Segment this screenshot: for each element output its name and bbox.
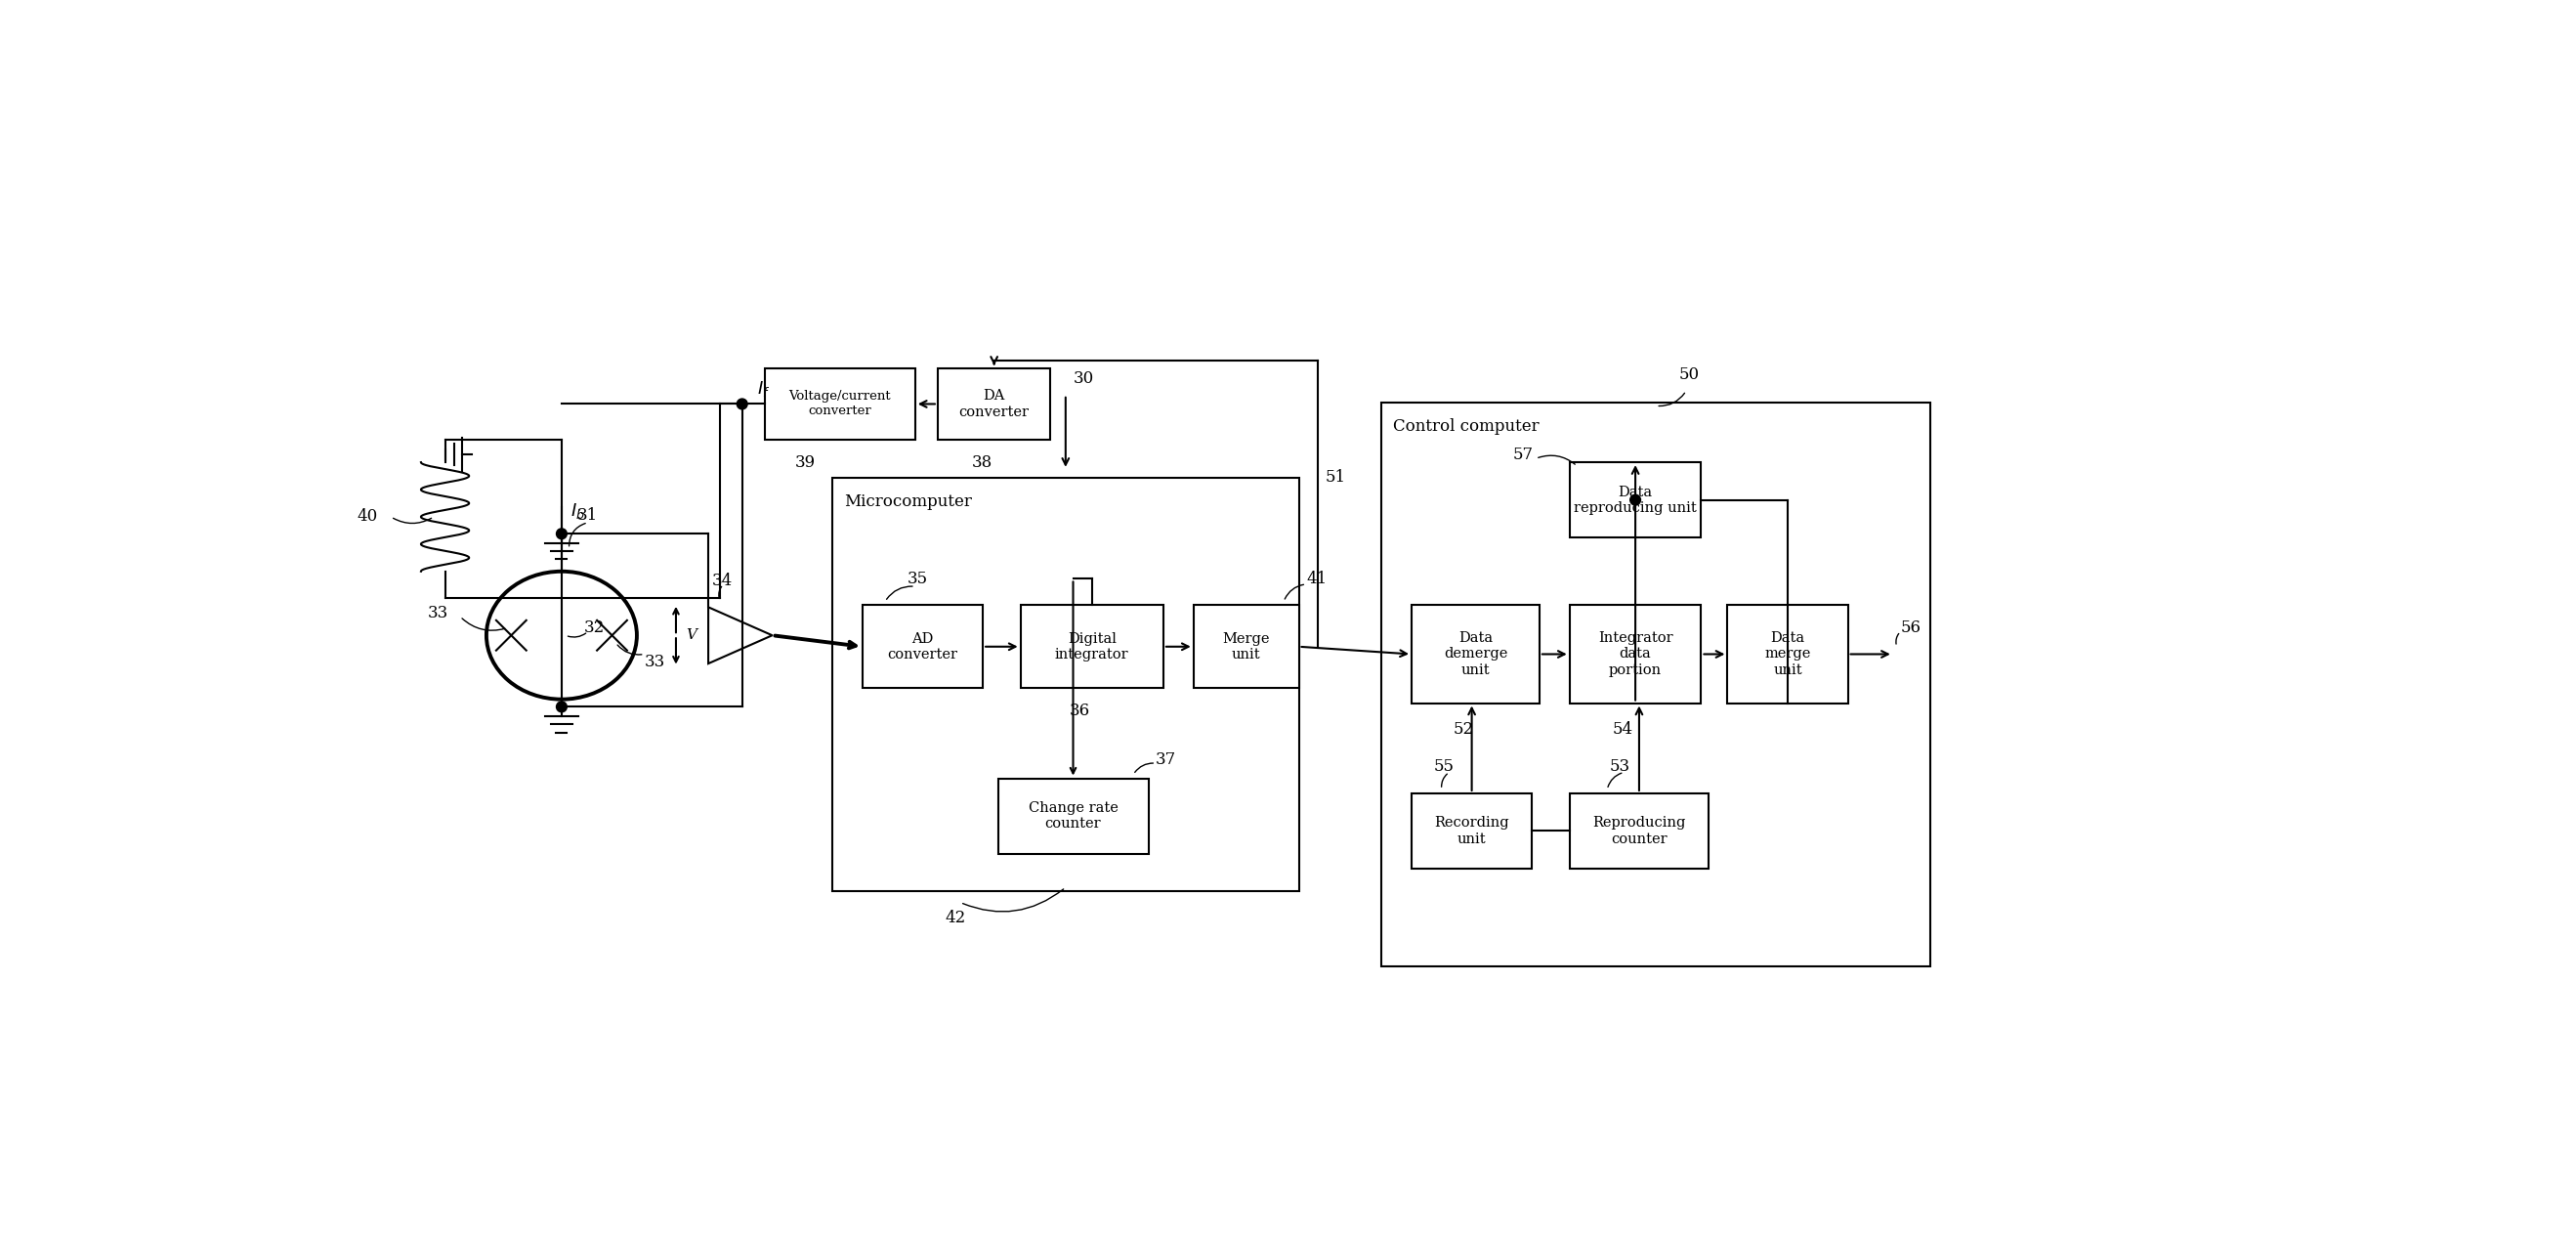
FancyBboxPatch shape bbox=[938, 368, 1051, 439]
FancyBboxPatch shape bbox=[1020, 605, 1164, 688]
FancyBboxPatch shape bbox=[832, 478, 1298, 891]
Text: 33: 33 bbox=[428, 604, 448, 621]
FancyBboxPatch shape bbox=[1569, 794, 1708, 869]
Text: 38: 38 bbox=[971, 454, 992, 470]
Text: Merge
unit: Merge unit bbox=[1224, 631, 1270, 661]
Text: AD
converter: AD converter bbox=[889, 631, 958, 661]
FancyBboxPatch shape bbox=[1728, 605, 1847, 703]
Text: 57: 57 bbox=[1512, 447, 1533, 463]
Text: $I_b$: $I_b$ bbox=[572, 501, 585, 521]
Text: DA
converter: DA converter bbox=[958, 389, 1030, 418]
Text: 51: 51 bbox=[1324, 469, 1345, 485]
Text: Data
merge
unit: Data merge unit bbox=[1765, 631, 1811, 677]
Text: 52: 52 bbox=[1453, 721, 1473, 738]
Circle shape bbox=[1631, 495, 1641, 505]
Text: 54: 54 bbox=[1613, 721, 1633, 738]
Text: Change rate
counter: Change rate counter bbox=[1028, 801, 1118, 831]
Text: Integrator
data
portion: Integrator data portion bbox=[1597, 631, 1672, 677]
Text: 50: 50 bbox=[1680, 366, 1700, 384]
Text: 40: 40 bbox=[355, 509, 376, 525]
Text: Digital
integrator: Digital integrator bbox=[1056, 631, 1128, 661]
Text: 42: 42 bbox=[945, 910, 966, 926]
FancyBboxPatch shape bbox=[1569, 605, 1700, 703]
Text: 30: 30 bbox=[1074, 370, 1095, 387]
Text: 56: 56 bbox=[1901, 619, 1922, 636]
Text: 41: 41 bbox=[1306, 571, 1327, 587]
Text: Data
reproducing unit: Data reproducing unit bbox=[1574, 485, 1698, 515]
Text: 35: 35 bbox=[907, 571, 927, 587]
Text: Voltage/current
converter: Voltage/current converter bbox=[788, 390, 891, 417]
Text: 31: 31 bbox=[577, 506, 598, 524]
Text: 55: 55 bbox=[1435, 759, 1455, 775]
FancyBboxPatch shape bbox=[863, 605, 984, 688]
Text: 32: 32 bbox=[585, 619, 605, 636]
Text: 33: 33 bbox=[644, 654, 665, 670]
FancyBboxPatch shape bbox=[1412, 794, 1533, 869]
FancyBboxPatch shape bbox=[765, 368, 914, 439]
Circle shape bbox=[556, 702, 567, 712]
FancyBboxPatch shape bbox=[1412, 605, 1540, 703]
Ellipse shape bbox=[487, 572, 636, 699]
Text: 39: 39 bbox=[796, 454, 817, 470]
Text: 36: 36 bbox=[1069, 702, 1090, 719]
Polygon shape bbox=[708, 607, 773, 664]
Text: Recording
unit: Recording unit bbox=[1435, 816, 1510, 846]
Text: Control computer: Control computer bbox=[1394, 418, 1538, 436]
FancyBboxPatch shape bbox=[997, 779, 1149, 853]
FancyBboxPatch shape bbox=[1381, 402, 1929, 967]
Text: Reproducing
counter: Reproducing counter bbox=[1592, 816, 1685, 846]
FancyBboxPatch shape bbox=[1193, 605, 1298, 688]
Text: Microcomputer: Microcomputer bbox=[845, 494, 971, 510]
Text: 53: 53 bbox=[1610, 759, 1631, 775]
FancyBboxPatch shape bbox=[1569, 462, 1700, 537]
Text: Data
demerge
unit: Data demerge unit bbox=[1443, 631, 1507, 677]
Text: V: V bbox=[685, 629, 696, 643]
Text: 34: 34 bbox=[711, 572, 732, 589]
Text: 37: 37 bbox=[1157, 751, 1177, 768]
Circle shape bbox=[737, 399, 747, 410]
Text: $I_f$: $I_f$ bbox=[757, 379, 770, 399]
Circle shape bbox=[556, 529, 567, 539]
